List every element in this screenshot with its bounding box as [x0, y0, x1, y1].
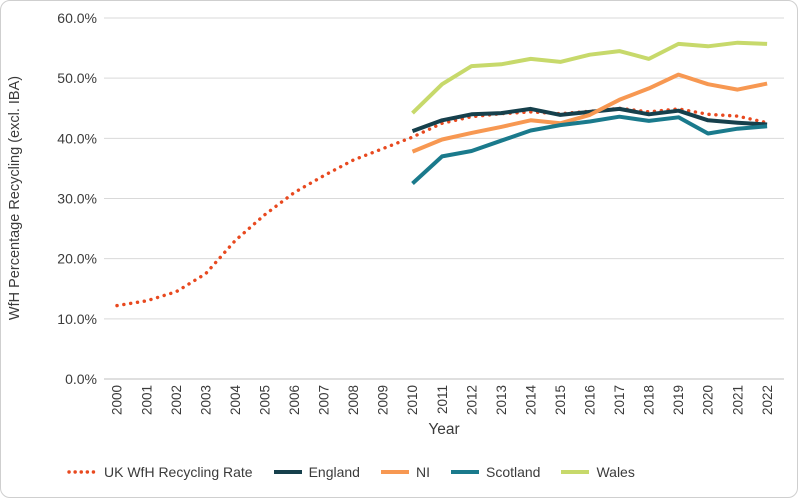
legend-item-uk-wfh-recycling-rate: UK WfH Recycling Rate: [67, 464, 253, 480]
x-tick-label: 2020: [701, 385, 716, 415]
x-axis-title: Year: [428, 421, 460, 438]
legend-label: UK WfH Recycling Rate: [104, 464, 253, 480]
legend-item-scotland: Scotland: [449, 464, 540, 480]
x-tick-label: 2002: [169, 385, 184, 415]
x-tick-label: 2017: [612, 385, 627, 415]
series-line-scotland: [411, 114, 768, 185]
x-tick-label: 2012: [464, 385, 479, 415]
legend-swatch-scotland: [450, 470, 479, 474]
x-tick-label: 2011: [435, 385, 450, 414]
y-tick-label: 10.0%: [57, 311, 97, 327]
y-tick-label: 30.0%: [57, 191, 97, 207]
x-tick-label: 2007: [317, 385, 332, 415]
legend-label: England: [308, 464, 360, 480]
y-tick-label: 20.0%: [57, 251, 97, 267]
legend-swatch-wales: [561, 470, 590, 474]
y-tick-label: 0.0%: [65, 371, 97, 387]
x-tick-label: 2005: [257, 385, 272, 415]
legend-label: NI: [415, 464, 430, 480]
x-tick-label: 2006: [287, 385, 302, 415]
legend-swatch-ni: [380, 470, 409, 474]
legend-item-england: England: [272, 464, 360, 480]
x-tick-label: 2016: [583, 385, 598, 415]
y-tick-label: 50.0%: [57, 70, 97, 86]
series-line-ni: [411, 72, 768, 154]
legend-swatch-uk-wfh-recycling-rate: [67, 470, 99, 474]
legend-label: Scotland: [485, 464, 541, 480]
x-tick-label: 2018: [642, 385, 657, 415]
x-tick-label: 2004: [228, 385, 243, 416]
legend-label: Wales: [596, 464, 635, 480]
y-tick-label: 40.0%: [57, 130, 97, 146]
y-tick-label: 60.0%: [57, 10, 97, 26]
legend-swatch-england: [273, 470, 302, 474]
y-axis-title-text: WfH Percentage Recycling (excl. IBA): [7, 75, 24, 321]
series-line-uk-wfh-recycling-rate: [115, 106, 769, 308]
x-tick-label: 2014: [523, 385, 538, 416]
series-line-england: [411, 106, 768, 133]
x-tick-label: 2008: [346, 385, 361, 415]
x-tick-label: 2013: [494, 385, 509, 415]
x-tick-label: 2001: [139, 385, 154, 415]
x-tick-label: 2015: [553, 385, 568, 415]
chart-legend: UK WfH Recycling Rate England NI Scotland Wa…: [67, 459, 635, 485]
x-tick-label: 2022: [760, 385, 775, 415]
x-tick-label: 2010: [405, 385, 420, 415]
legend-item-ni: NI: [379, 464, 430, 480]
x-tick-label: 2019: [671, 385, 686, 415]
x-tick-label: 2009: [376, 385, 391, 415]
x-tick-label: 2000: [110, 385, 125, 415]
series-line-wales: [411, 40, 768, 115]
legend-item-wales: Wales: [559, 464, 635, 480]
x-tick-label: 2003: [198, 385, 213, 415]
x-tick-label: 2021: [730, 385, 745, 415]
